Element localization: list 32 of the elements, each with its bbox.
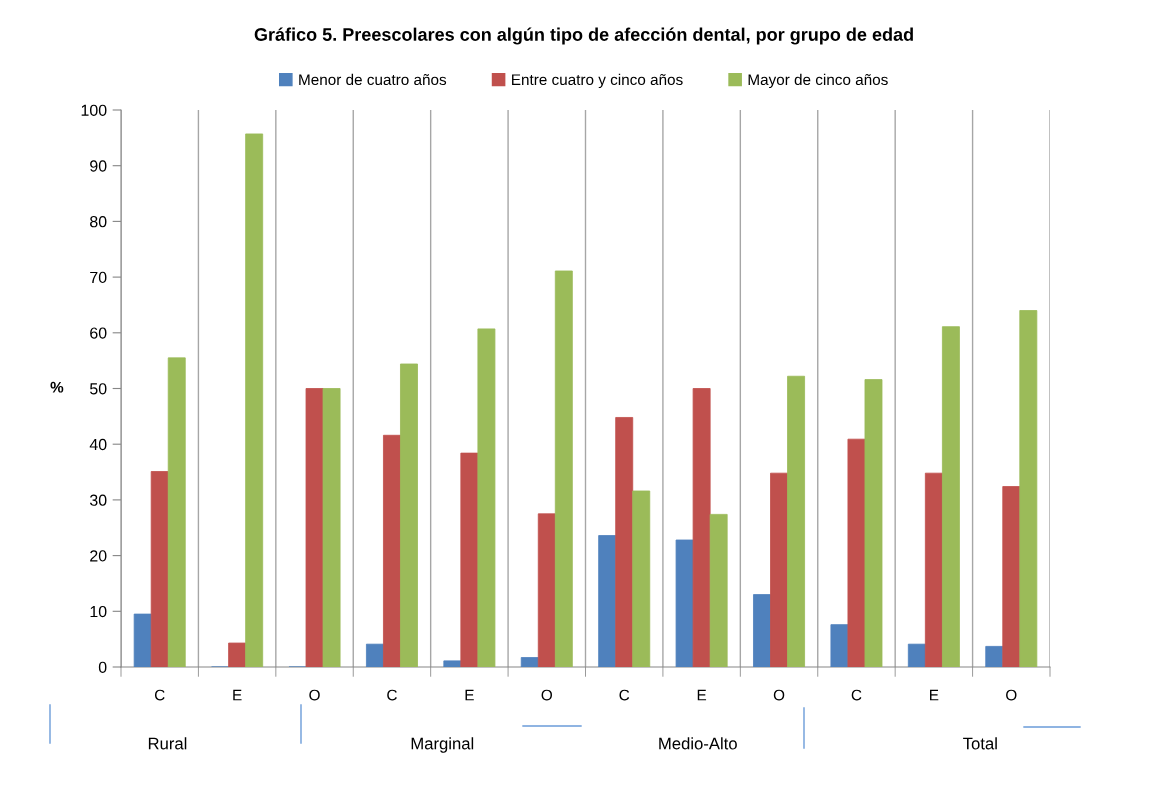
y-tick-label: 30 xyxy=(89,494,107,506)
legend-label: Menor de cuatro años xyxy=(299,73,447,86)
x-tick-label: C xyxy=(387,689,397,701)
y-tick-label: 0 xyxy=(98,661,107,673)
y-tick-label: 80 xyxy=(90,216,107,228)
y-tick-label: 60 xyxy=(90,327,107,339)
x-tick-label: O xyxy=(1006,689,1017,701)
y-tick-label: 100 xyxy=(81,104,107,116)
x-tick-label: E xyxy=(697,689,707,701)
x-tick-label: E xyxy=(465,689,474,701)
y-tick-label: 90 xyxy=(90,160,107,172)
text: Rural xyxy=(148,737,187,750)
legend-label: Mayor de cinco años xyxy=(748,73,888,89)
text: Marginal xyxy=(411,737,474,753)
y-tick-label: 50 xyxy=(89,383,107,395)
x-tick-label: E xyxy=(930,689,939,701)
y-tick-label: 70 xyxy=(90,271,107,284)
chart-title: Gráfico 5. Preescolares con algún tipo de afección dental, por grupo de edad xyxy=(254,27,913,45)
x-tick-label: C xyxy=(154,689,165,701)
legend-label: Entre cuatro y cinco años xyxy=(512,73,683,89)
x-tick-label: E xyxy=(233,689,242,701)
x-tick-label: O xyxy=(309,689,320,701)
y-tick-label: 20 xyxy=(90,550,107,562)
x-tick-label: O xyxy=(541,689,552,701)
x-tick-label: C xyxy=(619,689,630,701)
y-tick-label: 40 xyxy=(89,438,107,451)
text: Total xyxy=(963,737,997,750)
x-tick-label: C xyxy=(851,689,862,701)
text: Medio-Alto xyxy=(659,737,737,750)
x-tick-label: O xyxy=(773,689,785,701)
y-tick-label: 10 xyxy=(90,605,107,618)
y-axis-title: % xyxy=(50,381,64,393)
